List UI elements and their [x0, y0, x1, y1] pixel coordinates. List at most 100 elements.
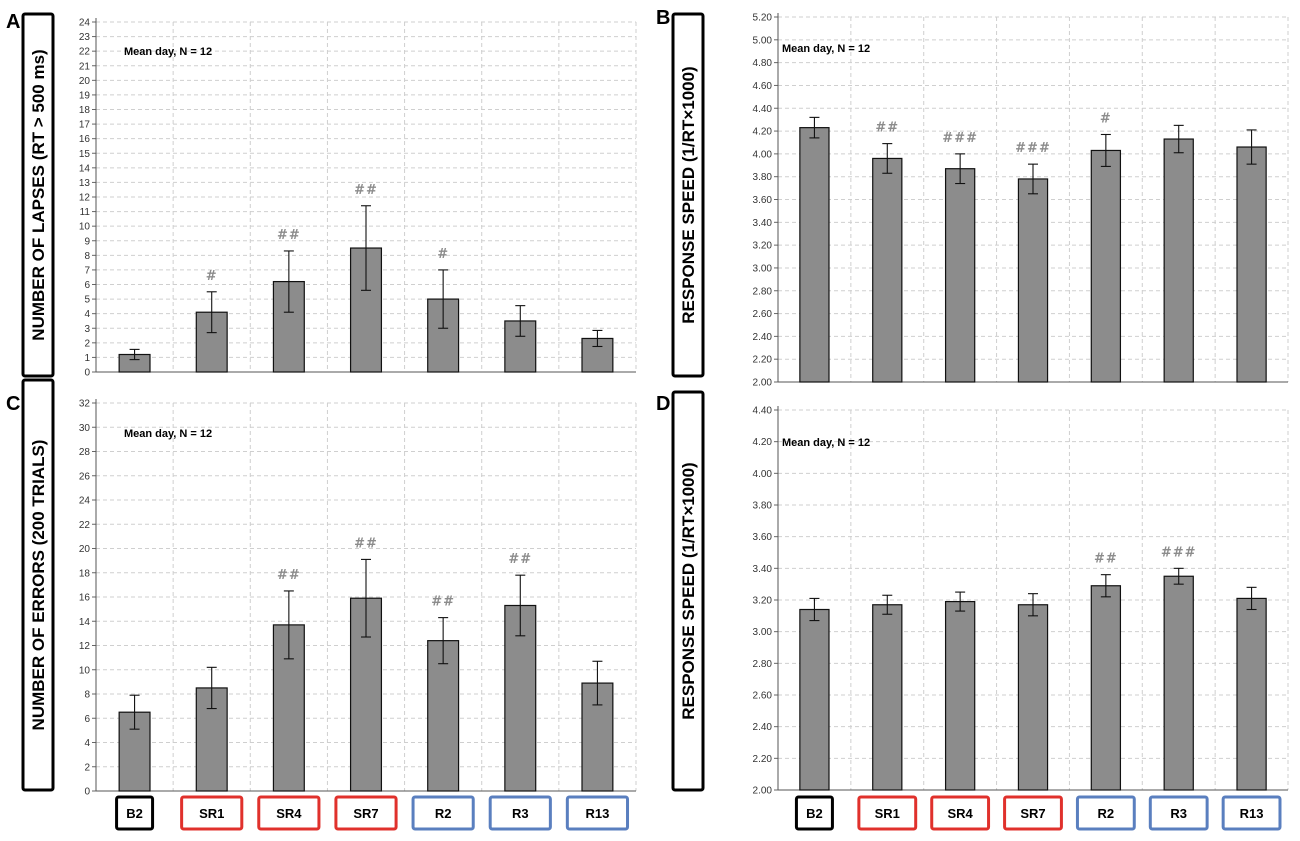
y-tick-label: 8 [84, 251, 90, 262]
y-tick-label: 3.60 [753, 195, 773, 206]
error-bar-R13 [592, 660, 603, 706]
y-tick-label: 28 [79, 447, 91, 458]
error-bar-SR4 [283, 590, 294, 660]
y-tick-label: 11 [80, 207, 91, 218]
y-tick-label: 5 [84, 295, 90, 306]
significance-marker: ## [277, 568, 301, 583]
category-label-SR4: SR4 [947, 806, 973, 821]
y-tick-label: 2.60 [753, 691, 773, 702]
bar-R2 [427, 640, 460, 792]
panel-letter: D [656, 393, 670, 415]
y-tick-label: 4 [84, 309, 90, 320]
y-tick-label: 10 [79, 665, 91, 676]
y-tick-label: 3 [84, 324, 90, 335]
y-tick-label: 20 [79, 76, 91, 87]
y-tick-label: 32 [79, 399, 91, 410]
y-tick-label: 3.00 [753, 627, 773, 638]
y-tick-label: 3.60 [753, 532, 773, 543]
y-tick-label: 24 [79, 496, 91, 507]
y-tick-label: 12 [79, 641, 91, 652]
y-tick-label: 4.00 [753, 469, 773, 480]
y-tick-label: 19 [79, 90, 91, 101]
y-axis-label-text: RESPONSE SPEED (1/RT×1000) [679, 462, 698, 719]
error-bar-R3 [1173, 567, 1184, 585]
y-tick-label: 4 [84, 738, 90, 749]
y-tick-label: 4.40 [753, 104, 773, 115]
significance-marker: ### [942, 131, 978, 146]
error-bar-R3 [515, 305, 526, 337]
y-tick-label: 2.20 [753, 355, 773, 366]
error-bar-SR1 [206, 291, 217, 334]
category-label-R3: R3 [1170, 806, 1187, 821]
panel-D: D 2.00 2.20 2.40 2.60 2.80 3.00 3.20 3.40 3.60 3.8… [656, 390, 1289, 797]
category-labels-C: B2 SR1 SR4 SR7 R2 R3 R13 [115, 795, 630, 831]
bar-SR4 [944, 600, 976, 791]
y-tick-label: 15 [79, 149, 91, 160]
bar-SR4 [944, 168, 976, 383]
panel-B: B 2.00 2.20 2.40 2.60 2.80 3.00 3.20 3.40 3.60 3.8… [656, 7, 1289, 389]
y-tick-label: 4.00 [753, 149, 773, 160]
bar-SR1 [872, 604, 903, 791]
error-bar-B2 [129, 694, 140, 730]
category-box-R2 [411, 795, 475, 831]
y-tick-label: 12 [79, 193, 91, 204]
error-bar-B2 [809, 597, 820, 622]
category-label-SR7: SR7 [353, 806, 378, 821]
bar-R2 [1090, 149, 1122, 383]
y-tick-label: 5.20 [753, 13, 773, 24]
y-tick-label: 2.80 [753, 659, 773, 670]
bar-R2 [1090, 585, 1122, 791]
y-tick-label: 2.60 [753, 309, 773, 320]
category-label-R13: R13 [585, 806, 609, 821]
y-tick-label: 14 [79, 617, 91, 628]
significance-marker: ## [1094, 552, 1118, 567]
error-bar-R3 [1173, 124, 1184, 154]
y-tick-label: 17 [79, 120, 91, 131]
error-bar-SR1 [882, 594, 893, 615]
error-bar-SR7 [361, 558, 371, 638]
error-bar-R2 [1100, 574, 1111, 598]
category-label-SR7: SR7 [1020, 806, 1045, 821]
y-axis-label-text: NUMBER OF LAPSES (RT > 500 ms) [29, 49, 48, 340]
y-tick-label: 24 [79, 18, 91, 29]
y-tick-label: 3.40 [753, 218, 773, 229]
y-axis-label-text: NUMBER OF ERRORS (200 TRIALS) [29, 440, 48, 731]
y-axis-label: NUMBER OF ERRORS (200 TRIALS) [21, 378, 55, 792]
bar-R3 [504, 320, 537, 373]
bar-B2 [799, 608, 830, 791]
y-tick-label: 0 [84, 787, 90, 798]
y-tick-label: 5.00 [753, 35, 773, 46]
y-tick-label: 14 [79, 163, 91, 174]
y-tick-label: 22 [79, 47, 91, 58]
y-tick-label: 3.80 [753, 172, 773, 183]
y-tick-label: 18 [79, 105, 91, 116]
category-box-R3 [488, 795, 552, 831]
y-axis-label: NUMBER OF LAPSES (RT > 500 ms) [21, 12, 55, 378]
y-tick-label: 16 [79, 593, 91, 604]
error-bar-SR4 [955, 591, 966, 612]
error-bar-SR7 [1028, 593, 1038, 617]
y-tick-label: 4.20 [753, 437, 773, 448]
error-bar-R3 [515, 574, 526, 637]
category-label-B2: B2 [806, 806, 823, 821]
panel-C: C02468101214161820222426283032########Me… [6, 378, 637, 798]
y-tick-label: 1 [84, 353, 90, 364]
y-tick-label: 3.80 [753, 501, 773, 512]
category-label-R2: R2 [1098, 806, 1115, 821]
category-labels-D: B2 SR1 SR4 SR7 R2 R3 R13 [794, 795, 1282, 831]
y-tick-label: 30 [79, 423, 91, 434]
error-bar-R2 [1100, 133, 1111, 167]
error-bar-SR4 [955, 153, 966, 185]
category-box-SR1 [180, 795, 244, 831]
bar-R13 [1236, 597, 1267, 791]
error-bar-SR4 [283, 250, 294, 313]
y-tick-label: 3.20 [753, 596, 773, 607]
panel-letter: B [656, 7, 670, 29]
category-label-R3: R3 [512, 806, 529, 821]
bar-SR7 [1017, 604, 1049, 791]
y-tick-label: 2 [84, 338, 90, 349]
error-bar-R2 [438, 617, 449, 665]
y-tick-label: 4.40 [753, 406, 773, 417]
error-bar-B2 [809, 116, 820, 139]
